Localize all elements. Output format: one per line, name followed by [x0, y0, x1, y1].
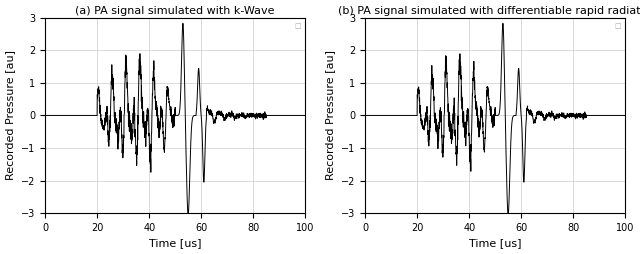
X-axis label: Time [us]: Time [us] — [469, 239, 522, 248]
Y-axis label: Recorded Pressure [au]: Recorded Pressure [au] — [6, 51, 15, 180]
Text: □: □ — [615, 23, 621, 29]
Title: (a) PA signal simulated with k-Wave: (a) PA signal simulated with k-Wave — [76, 6, 275, 15]
X-axis label: Time [us]: Time [us] — [149, 239, 202, 248]
Text: □: □ — [295, 23, 301, 29]
Y-axis label: Recorded Pressure [au]: Recorded Pressure [au] — [326, 51, 335, 180]
Title: (b) PA signal simulated with differentiable rapid radiator: (b) PA signal simulated with differentia… — [338, 6, 640, 15]
